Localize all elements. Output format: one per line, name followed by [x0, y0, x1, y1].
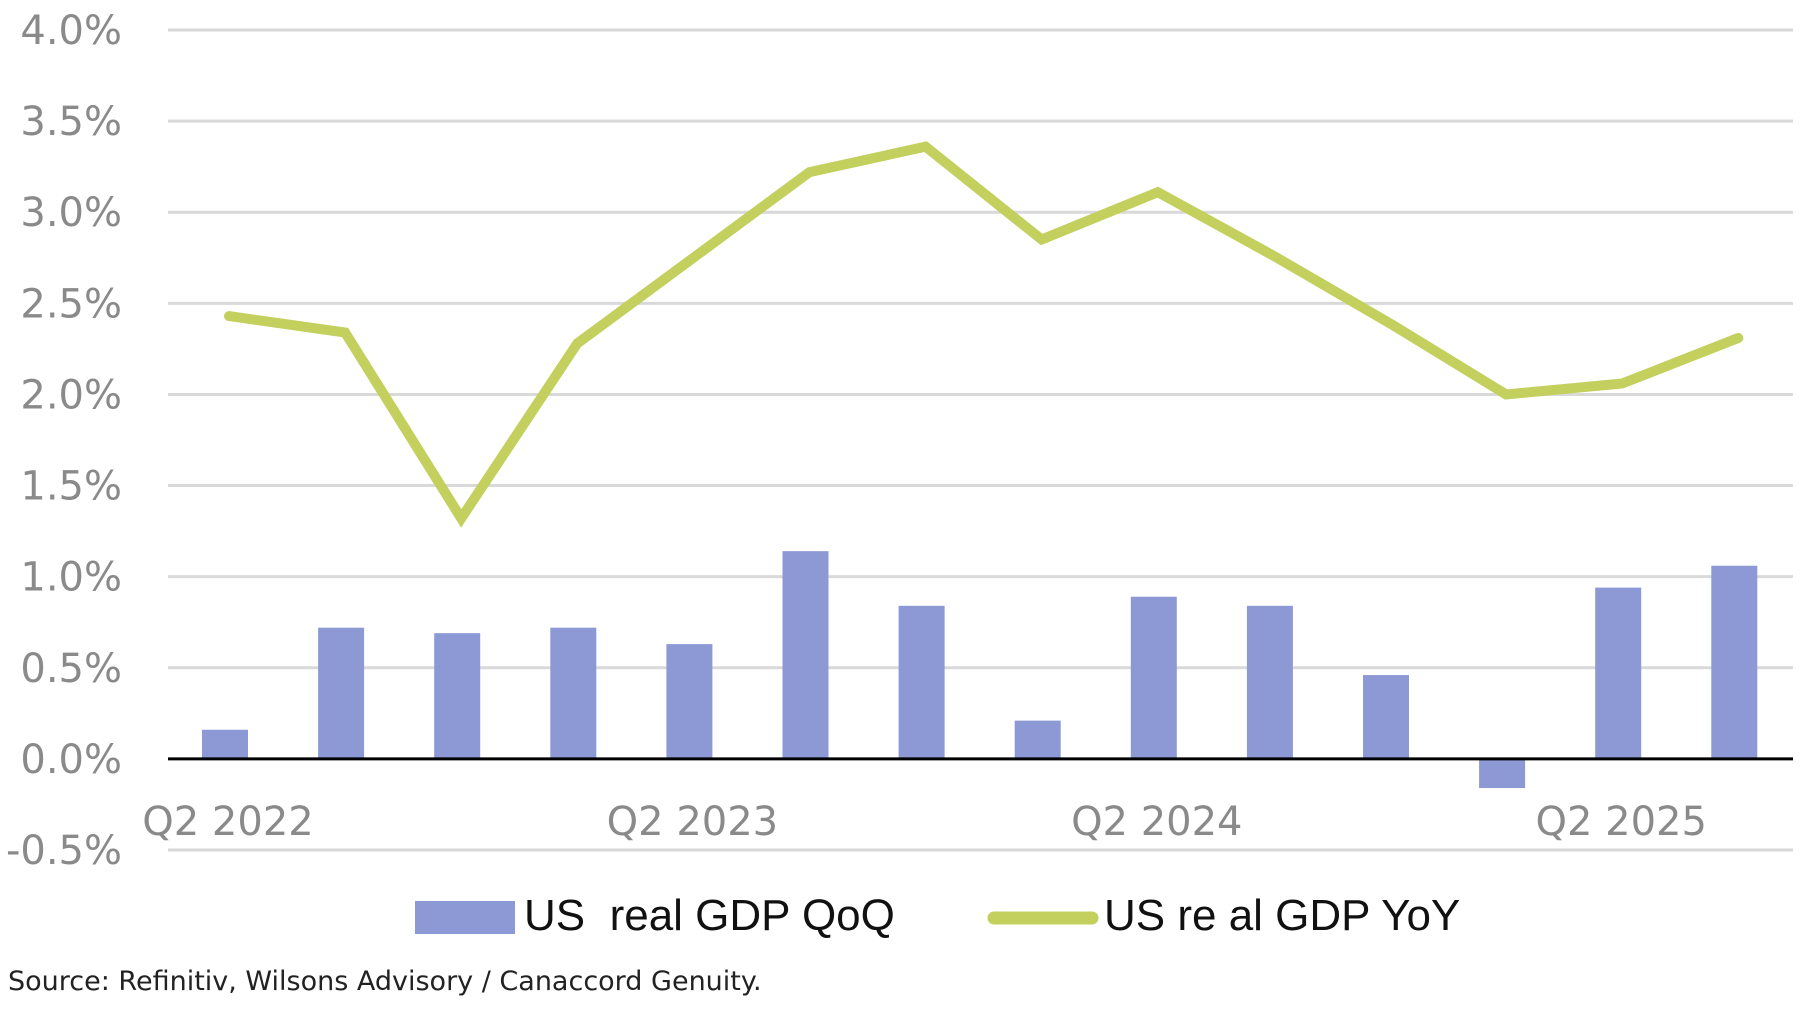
bar — [550, 627, 597, 759]
bar — [202, 729, 248, 759]
y-tick-label: 2.0% — [20, 372, 122, 418]
legend-swatch-qoq — [415, 901, 515, 934]
bar — [1595, 587, 1642, 759]
y-tick-label: 1.5% — [20, 464, 122, 510]
y-tick-label: -0.5% — [6, 828, 122, 874]
bar — [666, 644, 713, 759]
bar — [898, 605, 945, 759]
yoy-line — [224, 141, 1744, 528]
x-tick-label: Q2 2023 — [607, 799, 778, 845]
y-tick-label: 2.5% — [20, 281, 122, 327]
line-series-yoy — [224, 141, 1744, 528]
bar — [1711, 565, 1758, 759]
y-tick-label: 0.0% — [20, 737, 122, 783]
source-note: Source: Refinitiv, Wilsons Advisory / Ca… — [8, 966, 762, 997]
bar — [1130, 596, 1177, 759]
x-tick-label: Q2 2022 — [142, 799, 313, 845]
x-tick-label: Q2 2025 — [1535, 799, 1706, 845]
y-tick-label: 3.5% — [20, 99, 122, 145]
y-tick-label: 1.0% — [20, 555, 122, 601]
bar — [318, 627, 365, 759]
y-axis-ticks: -0.5% 0.0% 0.5% 1.0% 1.5% 2.0% 2.5% 3.0% 3.5% 4.0… — [6, 8, 122, 874]
x-tick-label: Q2 2024 — [1071, 799, 1242, 845]
bar — [782, 551, 829, 759]
bar — [1363, 675, 1409, 759]
y-tick-label: 3.0% — [20, 190, 122, 236]
legend: US real GDP QoQ US re al GDP YoY — [415, 891, 1460, 940]
y-tick-label: 0.5% — [20, 646, 122, 692]
y-tick-label: 4.0% — [20, 8, 122, 54]
bar — [1246, 605, 1293, 759]
bar — [1014, 720, 1061, 759]
bar-series-qoq — [202, 551, 1758, 789]
legend-label-yoy: US re al GDP YoY — [1104, 891, 1460, 940]
x-axis-ticks: Q2 2022 Q2 2023 Q2 2024 Q2 2025 — [142, 799, 1707, 845]
legend-label-qoq: US real GDP QoQ — [524, 891, 895, 940]
bar — [1479, 758, 1526, 789]
bar — [434, 633, 481, 759]
